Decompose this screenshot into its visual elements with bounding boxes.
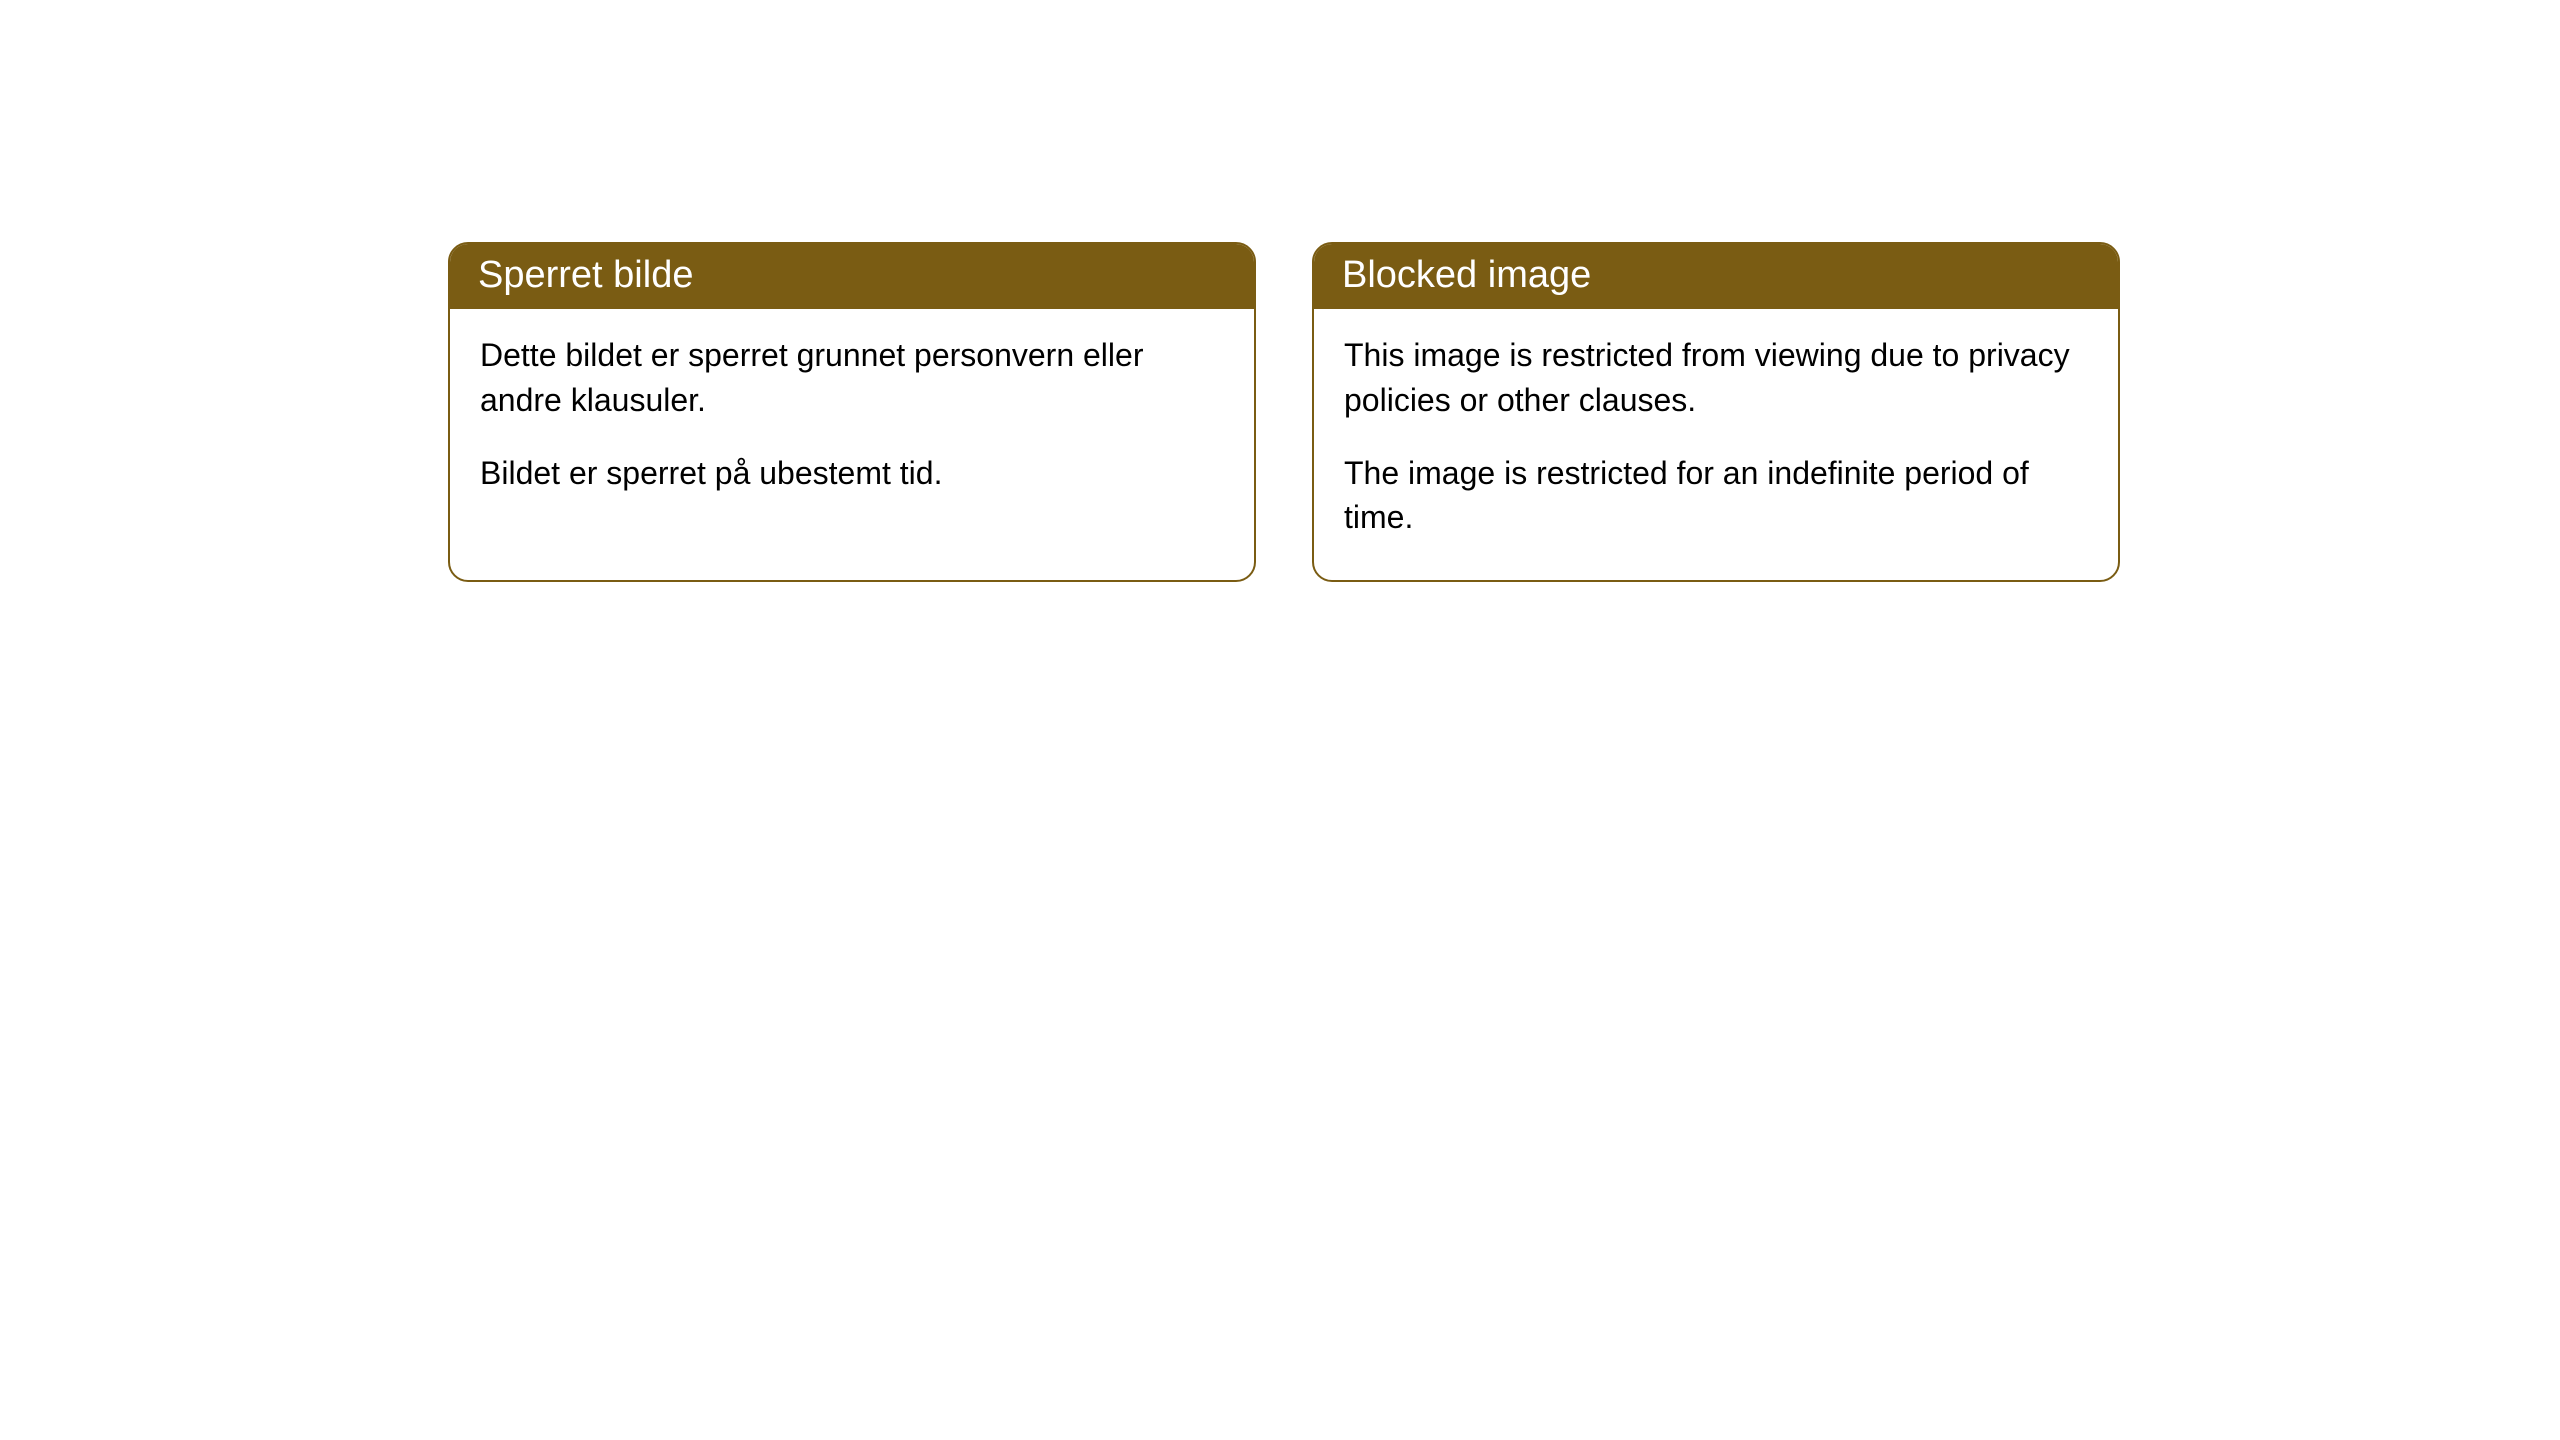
card-paragraph-1-english: This image is restricted from viewing du…	[1344, 333, 2088, 423]
card-paragraph-1-norwegian: Dette bildet er sperret grunnet personve…	[480, 333, 1224, 423]
card-body-english: This image is restricted from viewing du…	[1314, 309, 2118, 580]
card-body-norwegian: Dette bildet er sperret grunnet personve…	[450, 309, 1254, 535]
card-paragraph-2-english: The image is restricted for an indefinit…	[1344, 451, 2088, 541]
card-title-norwegian: Sperret bilde	[478, 254, 693, 296]
card-english: Blocked image This image is restricted f…	[1312, 242, 2120, 582]
card-title-english: Blocked image	[1342, 254, 1591, 296]
card-norwegian: Sperret bilde Dette bildet er sperret gr…	[448, 242, 1256, 582]
card-header-english: Blocked image	[1314, 244, 2118, 309]
card-header-norwegian: Sperret bilde	[450, 244, 1254, 309]
card-paragraph-2-norwegian: Bildet er sperret på ubestemt tid.	[480, 451, 1224, 496]
cards-container: Sperret bilde Dette bildet er sperret gr…	[448, 242, 2120, 582]
